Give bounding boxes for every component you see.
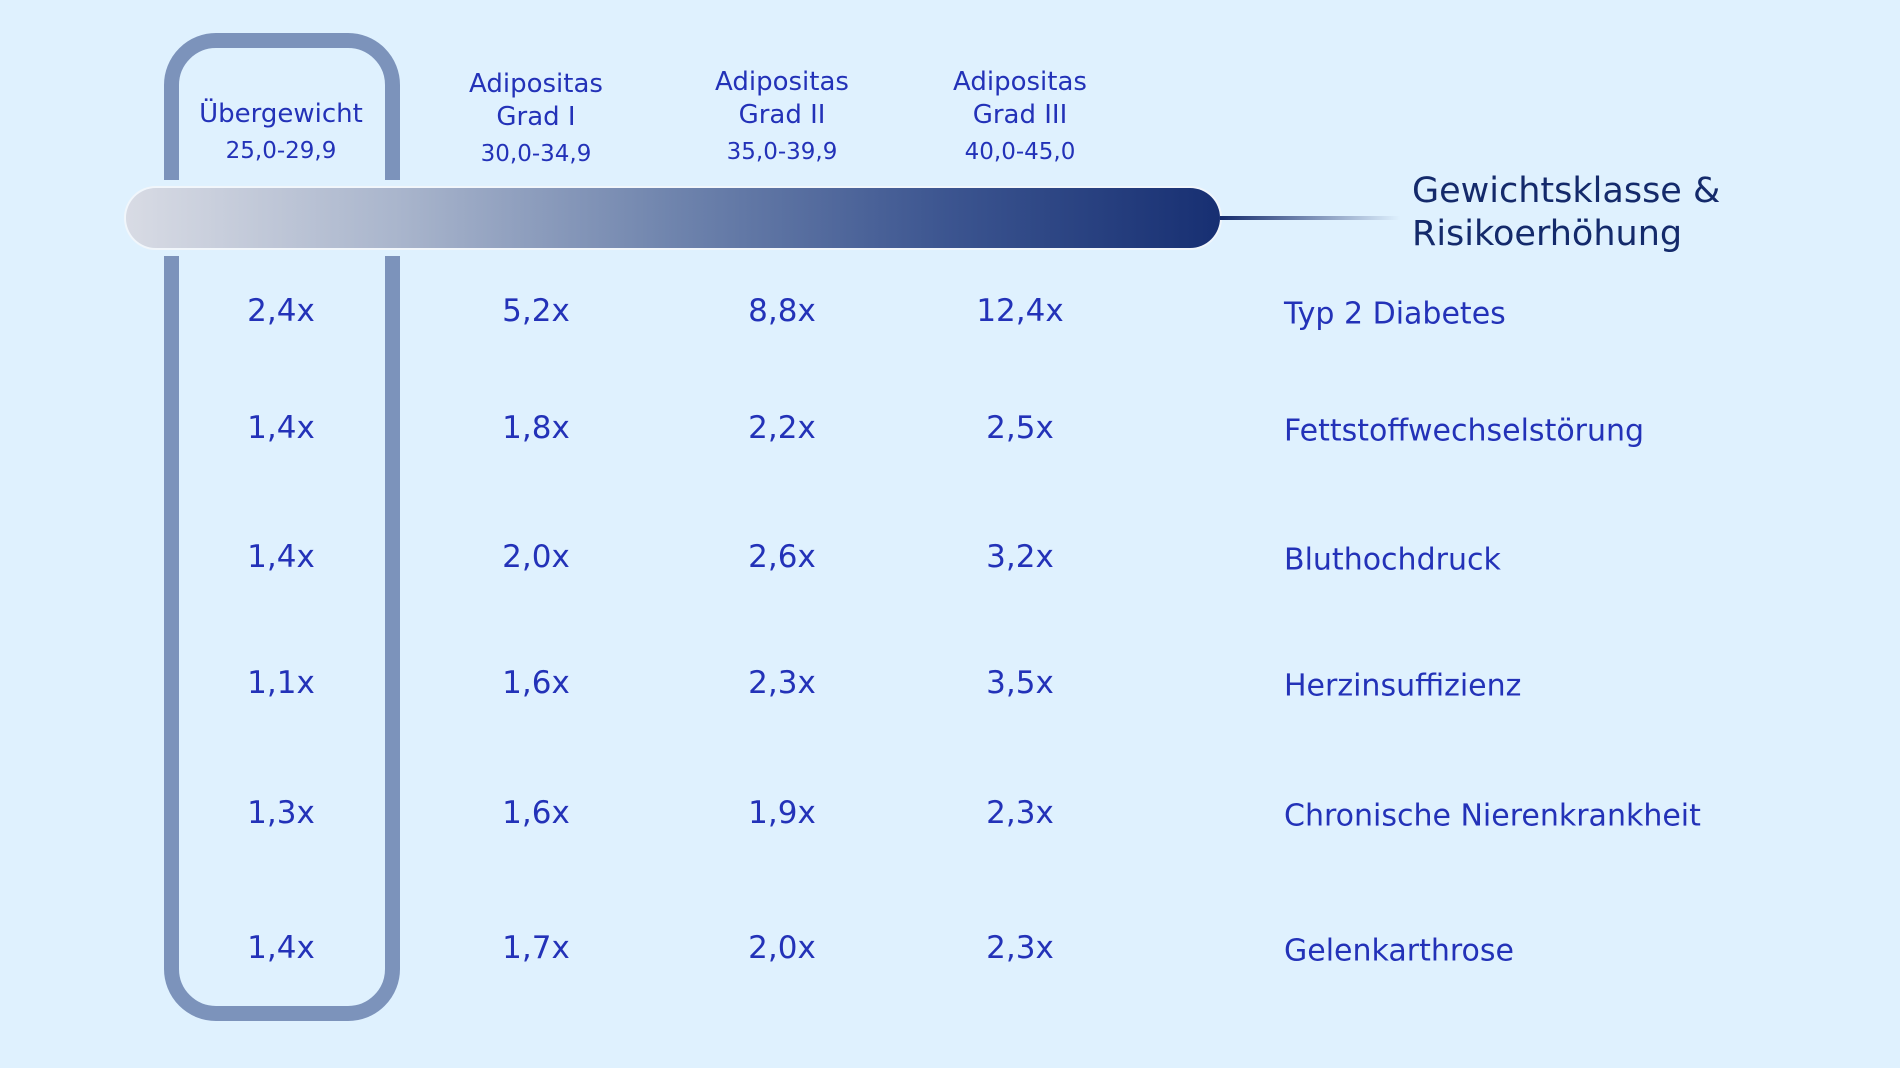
column-header: Adipositas Grad II 35,0-39,9 [662,66,902,169]
column-name: Grad III [972,100,1068,130]
weight-gradient-bar [126,188,1220,248]
column-header: Adipositas Grad III 40,0-45,0 [900,66,1140,169]
column-name: Übergewicht [199,99,363,129]
risk-value: 1,6x [502,665,570,701]
title-line-2: Risikoerhöhung [1412,214,1683,254]
title-line-1: Gewichtsklasse & [1412,171,1721,211]
bmi-range: 35,0-39,9 [726,139,838,165]
connector-line [1220,216,1400,220]
bmi-range: 40,0-45,0 [964,139,1076,165]
risk-value: 2,3x [986,930,1054,966]
disease-label: Bluthochdruck [1284,542,1501,578]
bmi-range: 25,0-29,9 [225,138,337,164]
risk-value: 2,4x [247,293,315,329]
column-name: Grad II [738,100,826,130]
risk-value: 12,4x [976,293,1064,329]
risk-value: 3,5x [986,665,1054,701]
risk-value: 1,9x [748,795,816,831]
risk-value: 2,3x [748,665,816,701]
risk-value: 1,8x [502,410,570,446]
bmi-range: 30,0-34,9 [480,141,592,167]
risk-value: 2,2x [748,410,816,446]
risk-value: 1,4x [247,539,315,575]
disease-label: Fettstoffwechselstörung [1284,413,1645,449]
disease-label: Chronische Nierenkrankheit [1284,798,1701,834]
disease-label: Herzinsuffizienz [1284,668,1522,704]
risk-value: 2,0x [502,539,570,575]
risk-value: 1,3x [247,795,315,831]
risk-value: 1,7x [502,930,570,966]
risk-value: 1,4x [247,930,315,966]
risk-value: 2,5x [986,410,1054,446]
column-name: Adipositas [715,67,849,97]
column-name: Adipositas [469,69,603,99]
disease-label: Typ 2 Diabetes [1284,296,1506,332]
risk-value: 1,1x [247,665,315,701]
disease-label: Gelenkarthrose [1284,933,1514,969]
risk-value: 2,0x [748,930,816,966]
risk-value: 2,6x [748,539,816,575]
column-name: Adipositas [953,67,1087,97]
risk-value: 1,6x [502,795,570,831]
risk-value: 3,2x [986,539,1054,575]
column-name: Grad I [496,102,576,132]
highlight-column-frame [164,33,400,1021]
risk-value: 5,2x [502,293,570,329]
risk-value: 8,8x [748,293,816,329]
column-header: Adipositas Grad I 30,0-34,9 [416,68,656,171]
risk-value: 2,3x [986,795,1054,831]
column-header: Übergewicht 25,0-29,9 [161,98,401,168]
risk-value: 1,4x [247,410,315,446]
diagram-title: Gewichtsklasse & Risikoerhöhung [1412,170,1720,256]
